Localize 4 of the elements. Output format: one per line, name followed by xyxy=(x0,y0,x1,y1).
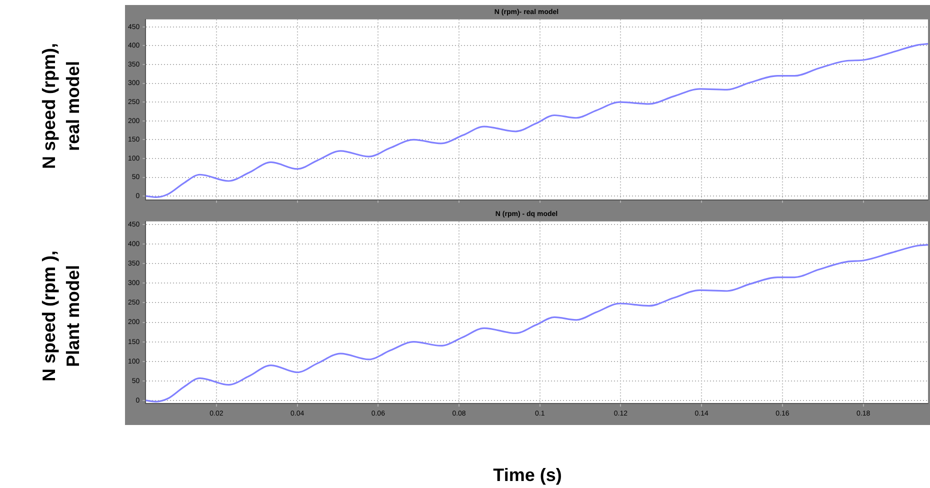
y-axis-title: N speed (rpm), real model xyxy=(38,42,84,172)
y-axis-title: N speed (rpm ), Plant model xyxy=(38,249,84,384)
x-axis-title: Time (s) xyxy=(492,465,563,486)
line-series xyxy=(146,43,928,198)
